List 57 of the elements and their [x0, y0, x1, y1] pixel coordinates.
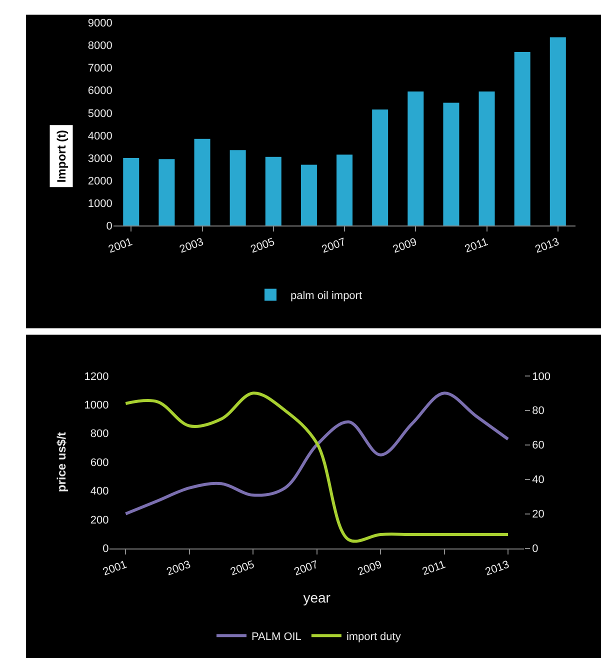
x-tick-label: 2007 — [320, 236, 348, 256]
x-tick-label: 2013 — [534, 236, 561, 256]
y-tick-label: 2000 — [88, 175, 112, 188]
x-tick-label: 2001 — [101, 558, 129, 578]
bar — [550, 37, 566, 226]
y-tick-label: 1000 — [84, 399, 109, 412]
y-tick-label: 1200 — [84, 370, 109, 383]
y-tick-label: 4000 — [88, 130, 112, 142]
legend-label: import duty — [346, 630, 402, 643]
y2-tick-label: 60 — [532, 440, 544, 452]
x-tick-label: 2005 — [228, 558, 256, 578]
y-tick-label: 5000 — [88, 108, 112, 120]
bar — [265, 156, 282, 226]
x-tick-label: 2007 — [292, 558, 320, 578]
y2-tick-label: 100 — [532, 370, 550, 383]
y2-tick-label: 40 — [532, 474, 544, 486]
x-tick-label: 2003 — [178, 236, 206, 256]
y-axis-title: price us$/t — [54, 432, 69, 492]
bar — [300, 164, 317, 226]
y-tick-label: 7000 — [88, 62, 112, 75]
legend-label: palm oil import — [290, 290, 362, 302]
bar — [158, 159, 175, 226]
bar — [443, 102, 460, 226]
x-tick-label: 2011 — [463, 236, 490, 256]
x-tick-label: 2009 — [356, 558, 384, 578]
y2-tick-label: 20 — [532, 508, 544, 521]
line-series — [124, 392, 510, 516]
legend-label: PALM OIL — [252, 630, 302, 643]
y-tick-label: 0 — [102, 543, 109, 556]
bar — [123, 158, 140, 226]
y-tick-label: 200 — [90, 514, 109, 526]
x-tick-label: 2001 — [106, 236, 134, 256]
y-tick-label: 1000 — [88, 198, 112, 210]
x-tick-label: 2013 — [484, 558, 511, 578]
y-tick-label: 800 — [90, 428, 109, 440]
bar — [478, 91, 495, 226]
bar — [230, 150, 246, 226]
x-tick-label: 2005 — [249, 236, 276, 256]
y-axis-title: Import (t) — [54, 130, 68, 183]
bar — [194, 138, 210, 226]
y-tick-label: 400 — [90, 486, 109, 498]
x-axis-title: year — [303, 590, 331, 606]
y-tick-label: 0 — [106, 220, 112, 233]
x-tick-label: 2003 — [165, 558, 192, 578]
x-tick-label: 2011 — [420, 558, 448, 578]
y-tick-label: 8000 — [88, 40, 112, 52]
y-tick-label: 600 — [90, 456, 109, 469]
y-tick-label: 9000 — [88, 17, 112, 30]
x-tick-label: 2009 — [391, 236, 419, 256]
y2-tick-label: 0 — [532, 543, 538, 556]
bar — [514, 52, 530, 226]
bar — [336, 154, 353, 226]
bar — [408, 91, 424, 226]
bar — [372, 110, 388, 226]
y-tick-label: 6000 — [88, 85, 112, 98]
y-tick-label: 3000 — [88, 152, 112, 165]
y2-tick-label: 80 — [532, 405, 544, 418]
